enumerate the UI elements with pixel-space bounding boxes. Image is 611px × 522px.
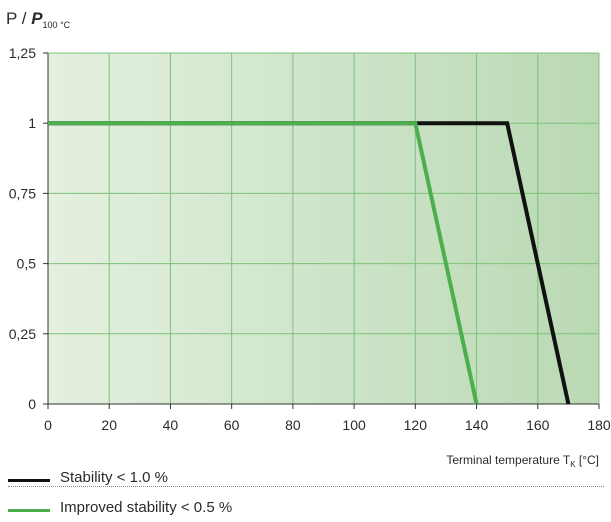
y-tick-label: 0,25: [9, 326, 36, 342]
legend-item-improved-stability: Improved stability < 0.5 %: [0, 498, 611, 522]
y-axis-label: P / P100 °C: [6, 9, 71, 30]
x-tick-label: 40: [163, 417, 179, 433]
y-tick-labels: 0 0,25 0,5 0,75 1 1,25: [9, 45, 36, 412]
series-line-improved-stability: [48, 121, 479, 405]
legend-separator: [8, 486, 604, 487]
y-tick-label: 1: [28, 115, 36, 131]
x-tick-label: 100: [342, 417, 366, 433]
legend-label: Improved stability < 0.5 %: [60, 499, 233, 516]
x-tick-label: 20: [101, 417, 117, 433]
x-axis-label-subscript: K: [570, 460, 576, 469]
axes: [43, 52, 600, 409]
x-tick-label: 120: [404, 417, 428, 433]
x-axis-label: Terminal temperature TK [°C]: [446, 453, 599, 469]
legend-item-stability: Stability < 1.0 %: [0, 468, 611, 492]
x-tick-label: 140: [465, 417, 489, 433]
plot-area: [48, 53, 599, 404]
legend-swatch-black: [8, 479, 50, 482]
x-tick-label: 60: [224, 417, 240, 433]
x-axis-label-main: Terminal temperature T: [446, 453, 570, 467]
y-tick-label: 0,75: [9, 185, 36, 201]
y-tick-label: 1,25: [9, 45, 36, 61]
y-axis-label-symbol: P: [31, 9, 43, 28]
x-tick-label: 80: [285, 417, 301, 433]
x-tick-label: 180: [587, 417, 611, 433]
legend-swatch-green: [8, 509, 50, 512]
y-axis-label-prefix: P /: [6, 9, 31, 28]
chart: 0 20 40 60 80 100 120 140 160 180 0 0,25 0,5 0,75 1 1,…: [6, 9, 611, 469]
x-axis-label-unit: [°C]: [576, 453, 599, 467]
x-tick-label: 0: [44, 417, 52, 433]
y-tick-label: 0,5: [17, 256, 37, 272]
series-lines: [48, 121, 571, 405]
y-tick-label: 0: [28, 396, 36, 412]
x-tick-labels: 0 20 40 60 80 100 120 140 160 180: [44, 417, 611, 433]
legend-label: Stability < 1.0 %: [60, 469, 168, 486]
x-tick-label: 160: [526, 417, 550, 433]
y-axis-label-subscript: 100 °C: [43, 20, 71, 30]
